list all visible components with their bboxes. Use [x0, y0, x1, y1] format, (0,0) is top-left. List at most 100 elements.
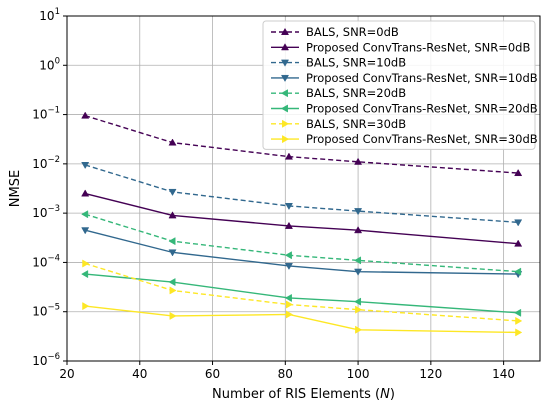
- y-axis-label: NMSE: [8, 170, 23, 207]
- series-6: [81, 270, 522, 317]
- legend-entry: Proposed ConvTrans-ResNet, SNR=30dB: [271, 132, 538, 146]
- data-point: [82, 259, 90, 268]
- plot-frame: [66, 15, 541, 362]
- series-line: [84, 213, 519, 273]
- series-group: [81, 111, 523, 337]
- data-point: [284, 202, 293, 211]
- data-point: [514, 267, 522, 276]
- series-4: [81, 227, 523, 279]
- data-point: [284, 152, 293, 160]
- data-point: [168, 211, 177, 219]
- legend-marker: [282, 119, 290, 128]
- data-point: [355, 305, 363, 314]
- legend-entry: BALS, SNR=30dB: [271, 117, 406, 131]
- data-point: [81, 270, 89, 279]
- data-point: [168, 237, 176, 246]
- data-point: [81, 189, 90, 197]
- legend-marker: [280, 74, 290, 83]
- data-point: [355, 325, 363, 334]
- legend-label: Proposed ConvTrans-ResNet, SNR=0dB: [306, 40, 530, 54]
- y-tick-label: 10−1: [32, 106, 60, 122]
- data-point: [515, 316, 523, 325]
- legend-marker: [280, 59, 290, 67]
- series-line: [85, 305, 519, 334]
- data-point: [168, 249, 177, 257]
- series-7: [82, 259, 523, 325]
- legend-marker: [280, 89, 288, 98]
- data-point: [168, 278, 176, 287]
- series-3: [81, 162, 523, 227]
- y-tick-label: 10−6: [32, 352, 60, 368]
- series-1: [81, 111, 523, 177]
- data-point: [514, 308, 522, 317]
- data-point: [353, 297, 362, 306]
- legend-entry: Proposed ConvTrans-ResNet, SNR=20dB: [271, 102, 538, 116]
- series-5: [81, 210, 522, 276]
- x-tick-label: 20: [59, 367, 74, 381]
- legend-entry: BALS, SNR=0dB: [271, 25, 399, 39]
- data-point: [168, 138, 177, 146]
- series-line: [85, 229, 519, 275]
- x-tick-label: 60: [205, 367, 220, 381]
- legend-label: Proposed ConvTrans-ResNet, SNR=10dB: [306, 71, 538, 85]
- axis-ticks: 20 40 60 80 100 120 140 10−6 10−5 10−4 10−3 10−2 10−…: [32, 7, 515, 381]
- series-line: [84, 164, 519, 224]
- legend-label: BALS, SNR=20dB: [306, 86, 406, 100]
- x-axis-label: Number of RIS Elements (N): [212, 387, 395, 402]
- data-point: [169, 286, 177, 295]
- data-point: [81, 111, 90, 119]
- series-8: [82, 302, 523, 337]
- legend-marker: [280, 27, 290, 35]
- data-point: [515, 328, 523, 337]
- legend-entry: Proposed ConvTrans-ResNet, SNR=10dB: [271, 71, 538, 85]
- data-point: [81, 227, 90, 235]
- legend-label: BALS, SNR=0dB: [306, 25, 399, 39]
- x-tick-label: 140: [492, 367, 515, 381]
- data-point: [169, 311, 177, 320]
- data-point: [514, 168, 523, 177]
- data-point: [284, 293, 292, 303]
- data-point: [284, 251, 292, 260]
- series-line: [85, 192, 519, 245]
- y-tick-label: 10−5: [32, 303, 60, 319]
- legend-entry: BALS, SNR=10dB: [271, 56, 406, 70]
- x-tick-label: 40: [132, 367, 147, 381]
- data-point: [354, 208, 363, 216]
- data-point: [81, 162, 90, 170]
- data-point: [354, 268, 363, 276]
- legend-label: Proposed ConvTrans-ResNet, SNR=20dB: [306, 102, 538, 116]
- legend-marker: [280, 43, 290, 51]
- legend-box: [262, 20, 536, 150]
- series-2: [81, 189, 523, 247]
- data-point: [284, 262, 293, 271]
- x-axis-label-suffix: ): [390, 387, 395, 402]
- series-line: [85, 273, 519, 314]
- data-point: [168, 188, 177, 196]
- y-tick-label: 10−2: [32, 155, 60, 171]
- data-point: [285, 300, 294, 309]
- series-line: [84, 262, 519, 322]
- data-point: [82, 302, 90, 311]
- data-point: [354, 157, 363, 165]
- data-point: [354, 226, 363, 234]
- x-axis-label-prefix: Number of RIS Elements (: [212, 387, 380, 402]
- y-tick-label: 100: [39, 56, 60, 72]
- legend-label: BALS, SNR=30dB: [306, 117, 406, 131]
- x-tick-label: 80: [278, 367, 293, 381]
- legend-label: Proposed ConvTrans-ResNet, SNR=30dB: [306, 132, 538, 146]
- x-tick-label: 100: [347, 367, 370, 381]
- y-tick-label: 101: [39, 7, 60, 23]
- data-point: [514, 219, 523, 227]
- data-point: [514, 239, 523, 247]
- legend-entry: Proposed ConvTrans-ResNet, SNR=0dB: [271, 40, 530, 54]
- data-point: [284, 221, 293, 229]
- y-tick-label: 10−4: [32, 253, 60, 269]
- data-point: [353, 256, 362, 265]
- data-point: [285, 310, 294, 319]
- legend-marker: [282, 135, 290, 144]
- legend-label: BALS, SNR=10dB: [306, 56, 406, 70]
- legend-marker: [280, 104, 288, 113]
